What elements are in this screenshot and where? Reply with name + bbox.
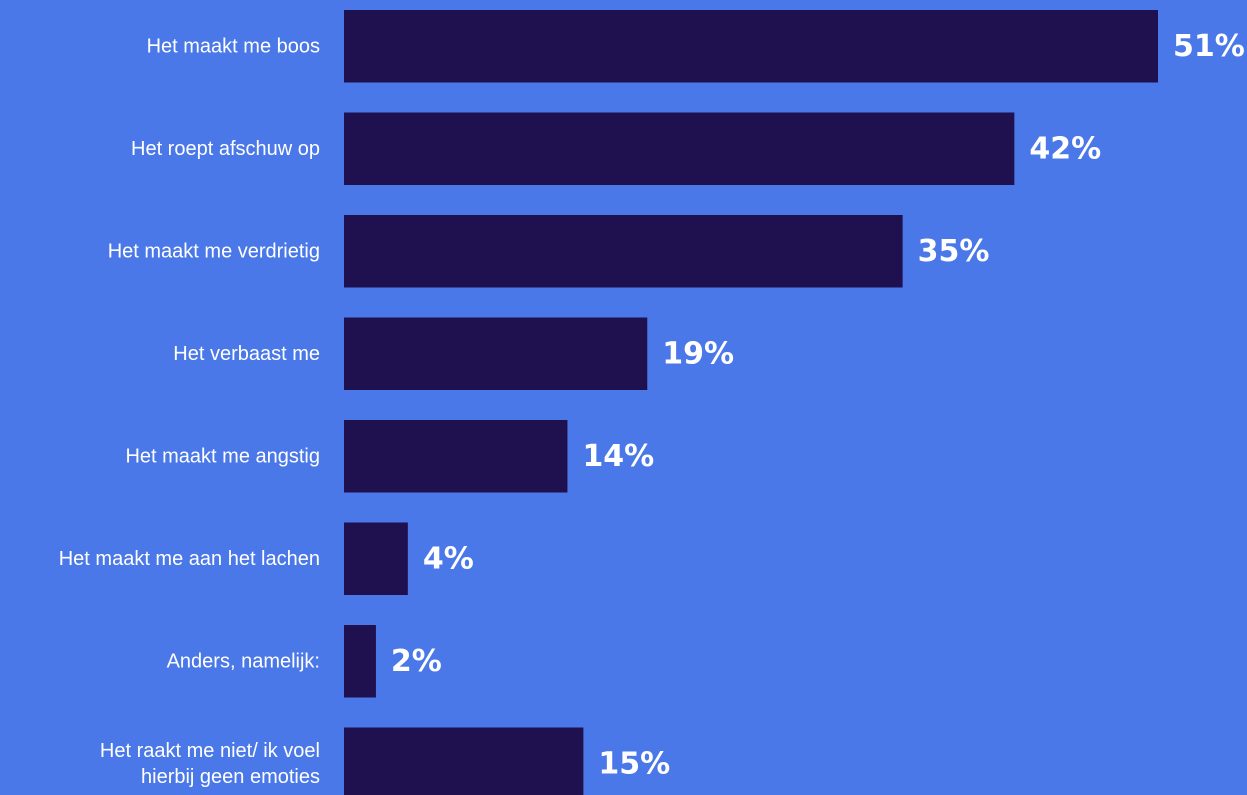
value-label: 15% bbox=[598, 746, 670, 781]
bar bbox=[344, 625, 376, 698]
category-label: Het maakt me angstig bbox=[125, 445, 320, 467]
category-label-line: Het verbaast me bbox=[173, 343, 320, 365]
category-label: Het maakt me boos bbox=[147, 35, 320, 57]
bar bbox=[344, 215, 903, 288]
category-label: Het roept afschuw op bbox=[131, 138, 320, 160]
category-label-line: Het raakt me niet/ ik voel bbox=[100, 740, 320, 762]
category-label: Anders, namelijk: bbox=[167, 650, 320, 672]
category-label-line: Het roept afschuw op bbox=[131, 138, 320, 160]
category-label: Het raakt me niet/ ik voel hierbij geen e… bbox=[100, 740, 320, 788]
bar bbox=[344, 420, 568, 493]
category-label-line: Het maakt me boos bbox=[147, 35, 320, 57]
value-label: 19% bbox=[662, 336, 734, 371]
category-label-line: Het maakt me verdrietig bbox=[108, 240, 320, 262]
category-label: Het maakt me verdrietig bbox=[108, 240, 320, 262]
bar bbox=[344, 10, 1158, 83]
value-label: 4% bbox=[423, 541, 474, 576]
bar bbox=[344, 112, 1015, 185]
category-label-line: Het maakt me aan het lachen bbox=[59, 548, 320, 570]
value-label: 42% bbox=[1029, 131, 1101, 166]
value-label: 51% bbox=[1173, 29, 1245, 64]
bar bbox=[344, 727, 584, 795]
category-label-line: hierbij geen emoties bbox=[141, 766, 320, 788]
value-label: 14% bbox=[582, 439, 654, 474]
category-label-line: Anders, namelijk: bbox=[167, 650, 320, 672]
value-label: 2% bbox=[391, 644, 442, 679]
bar bbox=[344, 317, 648, 390]
category-label: Het maakt me aan het lachen bbox=[59, 548, 320, 570]
category-label: Het verbaast me bbox=[173, 343, 320, 365]
value-label: 35% bbox=[918, 234, 990, 269]
category-label-line: Het maakt me angstig bbox=[125, 445, 320, 467]
bar bbox=[344, 522, 408, 595]
